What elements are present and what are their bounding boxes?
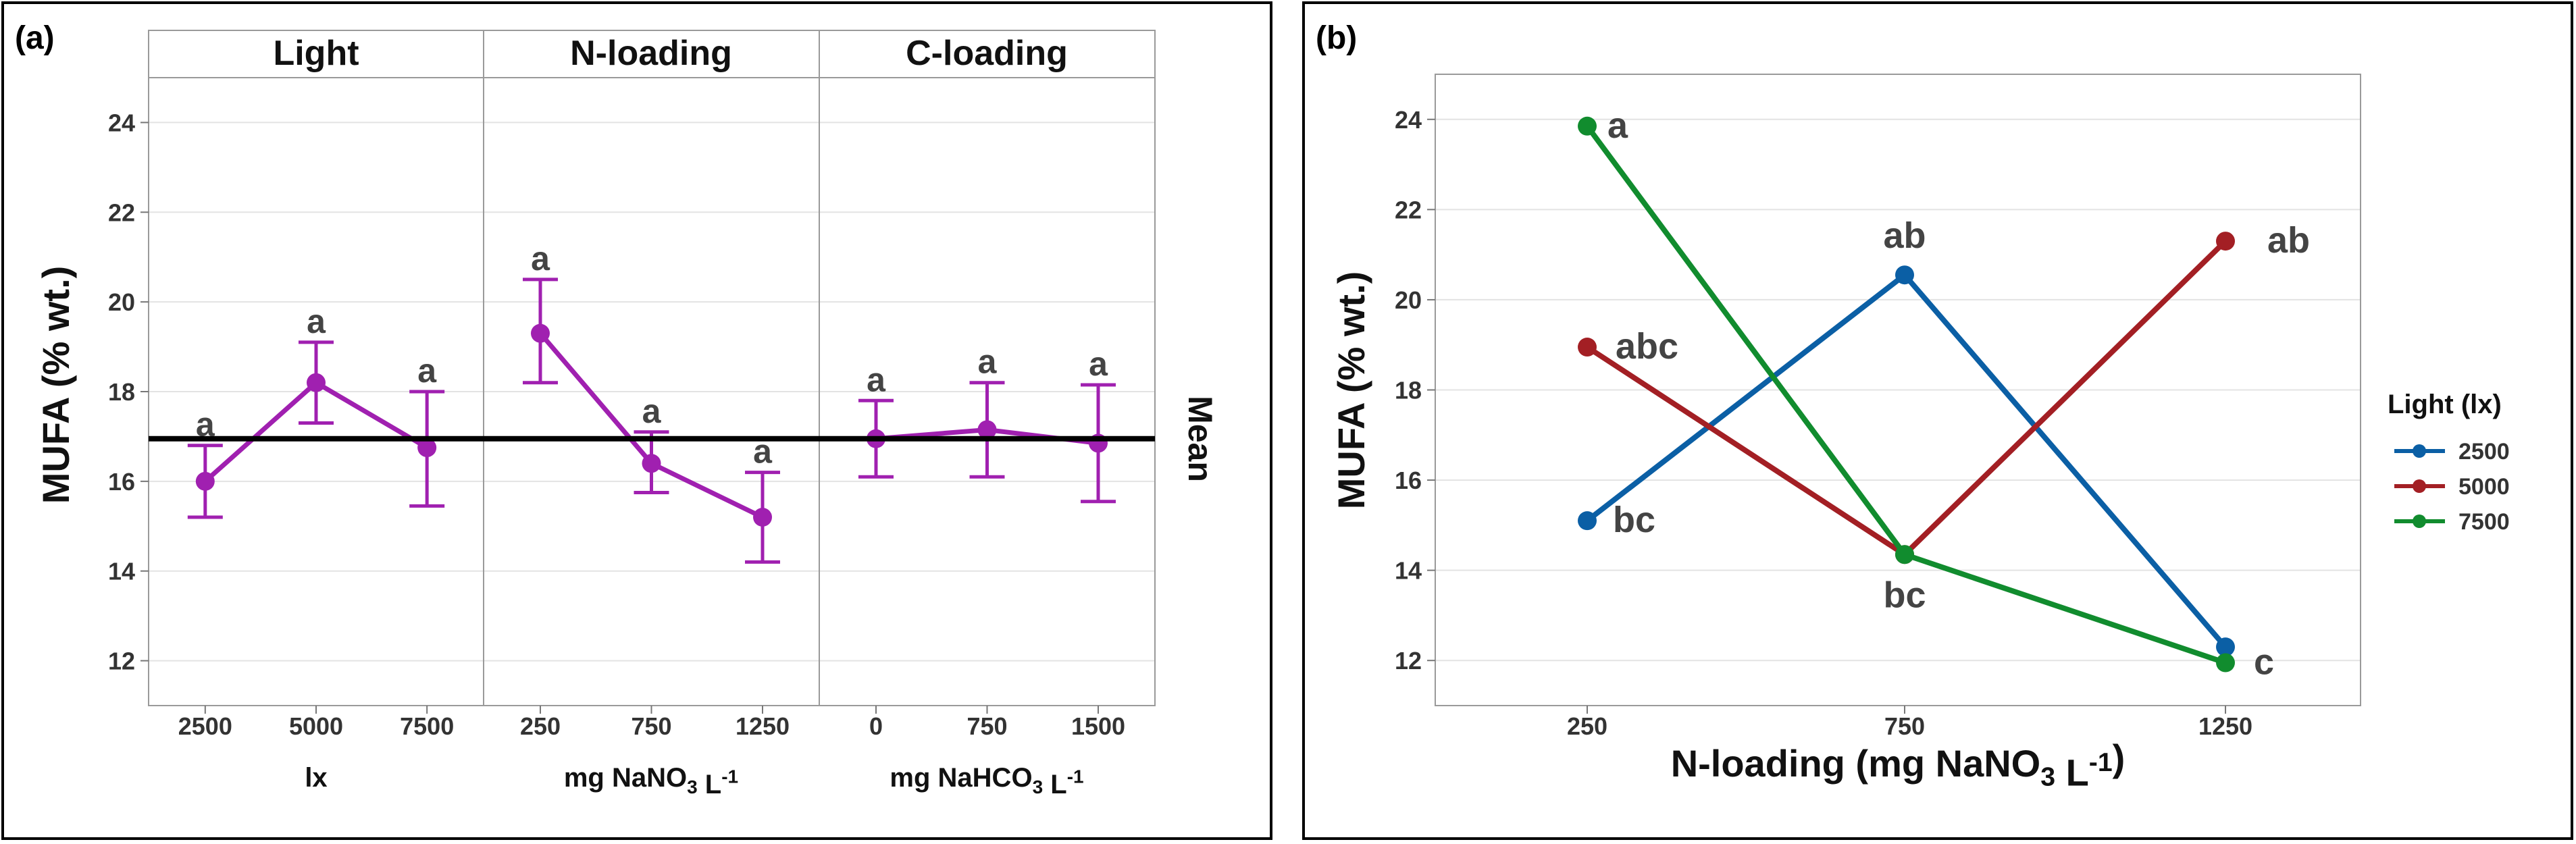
- annotation-letter: c: [2254, 642, 2274, 683]
- annotation-letter: ab: [2267, 220, 2310, 261]
- x-tick-label: 750: [967, 712, 1007, 740]
- y-tick-label: 24: [108, 109, 135, 136]
- legend-label: 5000: [2458, 474, 2510, 500]
- panel-b-legend: Light (lx) 2500 5000 7500: [2388, 390, 2510, 535]
- data-point-5000: [1578, 338, 1597, 357]
- x-tick-label: 750: [1884, 712, 1925, 740]
- data-point-7500: [1895, 545, 1914, 564]
- x-tick-label: 750: [631, 712, 671, 740]
- x-tick-label: 5000: [289, 712, 343, 740]
- panel-b-x-axis-label: N-loading (mg NaNO3 L-1): [1671, 737, 2126, 794]
- y-tick-label: 12: [108, 648, 135, 675]
- legend-swatch-point: [2413, 444, 2426, 458]
- panel-a-mean-label: Mean: [1181, 396, 1219, 482]
- panel-b-y-axis-label: MUFA (% wt.): [1330, 271, 1372, 510]
- data-point: [195, 471, 215, 491]
- panel-b-frame: [1302, 1, 2573, 840]
- legend-label: 7500: [2458, 509, 2510, 535]
- annotation-letter: abc: [1616, 326, 1678, 367]
- data-point: [753, 508, 773, 527]
- strip-n-loading: N-loading: [570, 34, 732, 73]
- x-tick-label: 250: [1567, 712, 1607, 740]
- x-tick-label: 0: [869, 712, 883, 740]
- panel-a-x-label-nahco3: mg NaHCO3 L-1: [890, 763, 1083, 799]
- y-tick-label: 18: [1395, 377, 1422, 404]
- data-point-2500: [2216, 637, 2235, 657]
- y-tick-label: 18: [108, 378, 135, 406]
- y-tick-label: 14: [1395, 557, 1422, 585]
- y-tick-label: 14: [108, 558, 135, 585]
- legend-swatch-point: [2413, 479, 2426, 493]
- x-tick-label: 250: [520, 712, 561, 740]
- series-line-5000: [1585, 239, 2227, 558]
- data-point-7500: [2216, 653, 2235, 672]
- data-point: [307, 373, 326, 392]
- annotation-letter: a: [1607, 105, 1628, 146]
- annotation-letter: ab: [1883, 215, 1926, 256]
- x-tick-label: 1500: [1071, 712, 1125, 740]
- significance-letter: a: [1089, 345, 1108, 383]
- y-tick-label: 20: [108, 288, 135, 316]
- x-tick-label: 2500: [178, 712, 232, 740]
- data-point-2500: [1578, 511, 1597, 531]
- legend-label: 2500: [2458, 439, 2510, 465]
- x-tick-label: 1250: [736, 712, 790, 740]
- data-point: [530, 323, 550, 343]
- x-tick-label: 7500: [400, 712, 454, 740]
- panel-a-y-axis-label: MUFA (% wt.): [34, 266, 77, 504]
- panel-b-label: (b): [1316, 20, 1357, 56]
- panel-a-label: (a): [15, 20, 55, 56]
- y-tick-label: 22: [1395, 196, 1422, 223]
- data-point-7500: [1578, 116, 1597, 136]
- significance-letter: a: [307, 302, 326, 340]
- significance-letter: a: [531, 240, 550, 278]
- y-tick-label: 16: [108, 468, 135, 496]
- panel-a-frame: [1, 1, 1272, 840]
- y-tick-label: 24: [1395, 106, 1422, 134]
- y-tick-label: 20: [1395, 286, 1422, 314]
- x-tick-label: 1250: [2198, 712, 2252, 740]
- panel-a-strip-bar: [148, 30, 1156, 78]
- y-tick-label: 12: [1395, 647, 1422, 675]
- panel-a-x-label-nano3: mg NaNO3 L-1: [564, 763, 738, 799]
- y-tick-label: 16: [1395, 467, 1422, 494]
- data-point: [977, 420, 997, 440]
- significance-letter: a: [417, 352, 437, 390]
- strip-c-loading: C-loading: [906, 34, 1068, 73]
- data-point-5000: [2216, 232, 2235, 251]
- legend-swatch-point: [2413, 515, 2426, 528]
- legend-title: Light (lx): [2388, 390, 2502, 419]
- data-point-2500: [1895, 265, 1914, 285]
- significance-letter: a: [642, 392, 662, 430]
- strip-light: Light: [273, 34, 359, 73]
- annotation-letter: bc: [1883, 575, 1926, 615]
- panel-a-x-label-lx: lx: [305, 763, 327, 793]
- significance-letter: a: [978, 343, 998, 381]
- y-tick-label: 22: [108, 199, 135, 226]
- annotation-letter: bc: [1613, 500, 1655, 540]
- data-point: [417, 438, 437, 458]
- significance-letter: a: [867, 361, 886, 398]
- data-point: [642, 454, 661, 473]
- panel-a-marks: 12141618202224a2500a5000a7500a250a750a12…: [108, 109, 1155, 740]
